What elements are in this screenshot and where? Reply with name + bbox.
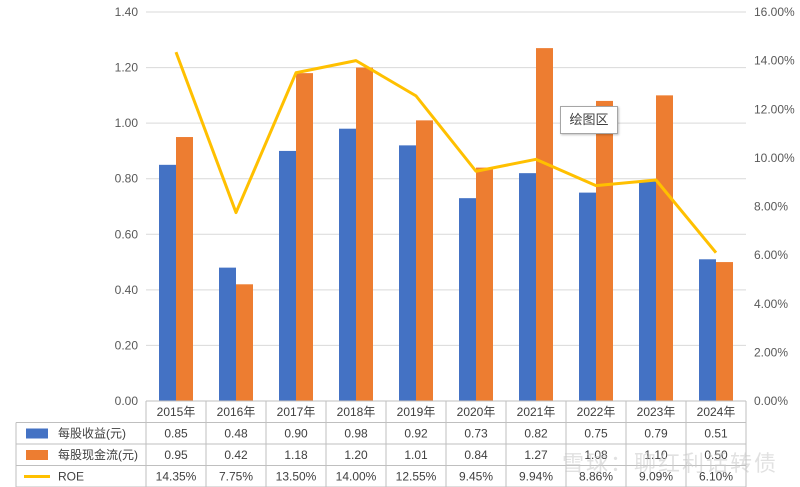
legend-key	[26, 450, 48, 460]
data-label: 8.86%	[579, 470, 613, 484]
data-label: 0.50	[704, 448, 728, 462]
y-tick-label: 1.00	[115, 116, 139, 130]
data-label: 14.00%	[336, 470, 377, 484]
data-label: 1.27	[524, 448, 548, 462]
bar-cashflow	[656, 95, 673, 401]
data-label: 9.45%	[459, 470, 493, 484]
data-label: 12.55%	[396, 470, 437, 484]
watermark: 雪球：聊红利话转债	[562, 451, 779, 476]
bar-eps	[279, 150, 296, 401]
category-label: 2024年	[697, 405, 736, 419]
data-label: 7.75%	[219, 470, 253, 484]
data-label: 1.18	[284, 448, 308, 462]
data-label: 0.48	[224, 427, 248, 441]
right-axis: 0.00% 2.00% 4.00% 6.00% 8.00% 10.00% 12.00% 14.…	[754, 5, 795, 408]
y2-tick-label: 16.00%	[754, 5, 795, 19]
category-label: 2018年	[337, 405, 376, 419]
data-label: 13.50%	[276, 470, 317, 484]
data-label: 0.73	[464, 427, 488, 441]
data-label: 0.84	[464, 448, 488, 462]
y-tick-label: 1.20	[115, 61, 139, 75]
y2-tick-label: 6.00%	[754, 248, 788, 262]
data-label: 1.10	[644, 448, 668, 462]
bar-eps	[579, 192, 596, 401]
y-tick-label: 0.00	[115, 394, 139, 408]
y2-tick-label: 10.00%	[754, 151, 795, 165]
legend-key	[26, 428, 48, 439]
bar-eps	[219, 267, 236, 401]
y-tick-label: 0.60	[115, 227, 139, 241]
bar-cashflow	[716, 262, 733, 401]
bar-series	[159, 48, 733, 402]
roe-line	[174, 51, 718, 254]
bar-eps	[699, 259, 716, 401]
y2-tick-label: 14.00%	[754, 54, 795, 68]
data-label: 0.82	[524, 427, 548, 441]
bar-cashflow	[536, 48, 553, 401]
data-table: 2015年 2016年 2017年 2018年 2019年 2020年 2021年 2022年…	[15, 400, 747, 487]
legend-label: 每股现金流(元)	[58, 447, 138, 462]
data-label: 0.79	[644, 427, 668, 441]
legend-label: ROE	[58, 470, 84, 484]
y2-tick-label: 12.00%	[754, 102, 795, 116]
bar-cashflow	[356, 67, 373, 402]
data-label: 9.94%	[519, 470, 553, 484]
bar-cashflow	[236, 284, 253, 401]
category-label: 2022年	[577, 405, 616, 419]
data-label: 0.98	[344, 427, 368, 441]
category-label: 2015年	[157, 405, 196, 419]
data-label: 1.08	[584, 448, 608, 462]
data-label: 9.09%	[639, 470, 673, 484]
y-tick-label: 0.20	[115, 338, 139, 352]
y2-tick-label: 2.00%	[754, 345, 788, 359]
category-label: 2020年	[457, 405, 496, 419]
bar-cashflow	[296, 73, 313, 401]
data-label: 0.75	[584, 427, 608, 441]
data-label: 0.90	[284, 427, 308, 441]
data-label: 1.20	[344, 448, 368, 462]
data-label: 0.51	[704, 427, 728, 441]
y2-tick-label: 0.00%	[754, 394, 788, 408]
bar-cashflow	[476, 167, 493, 401]
bar-eps	[399, 145, 416, 401]
bar-eps	[639, 181, 656, 401]
y-tick-label: 0.80	[115, 172, 139, 186]
data-label: 14.35%	[156, 470, 197, 484]
y-tick-label: 0.40	[115, 283, 139, 297]
data-label: 6.10%	[699, 470, 733, 484]
bar-cashflow	[176, 137, 193, 402]
plot-area-tooltip: 绘图区	[560, 106, 618, 134]
category-label: 2023年	[637, 405, 676, 419]
legend-label: 每股收益(元)	[58, 426, 126, 441]
data-label: 1.01	[404, 448, 428, 462]
bar-cashflow	[596, 100, 613, 402]
data-label: 0.85	[164, 427, 188, 441]
category-label: 2016年	[217, 405, 256, 419]
y-tick-label: 1.40	[115, 5, 139, 19]
category-label: 2017年	[277, 405, 316, 419]
data-label: 0.42	[224, 448, 248, 462]
data-label: 0.95	[164, 448, 188, 462]
roe-line-series	[174, 51, 718, 254]
category-label: 2021年	[517, 405, 556, 419]
bar-eps	[159, 164, 176, 401]
y2-tick-label: 4.00%	[754, 297, 788, 311]
bar-eps	[519, 173, 536, 401]
category-label: 2019年	[397, 405, 436, 419]
data-label: 0.92	[404, 427, 428, 441]
left-axis: 0.00 0.20 0.40 0.60 0.80 1.00 1.20 1.40	[115, 5, 139, 408]
bar-cashflow	[416, 120, 433, 401]
bar-eps	[339, 128, 356, 401]
y2-tick-label: 8.00%	[754, 200, 788, 214]
bar-eps	[459, 198, 476, 401]
